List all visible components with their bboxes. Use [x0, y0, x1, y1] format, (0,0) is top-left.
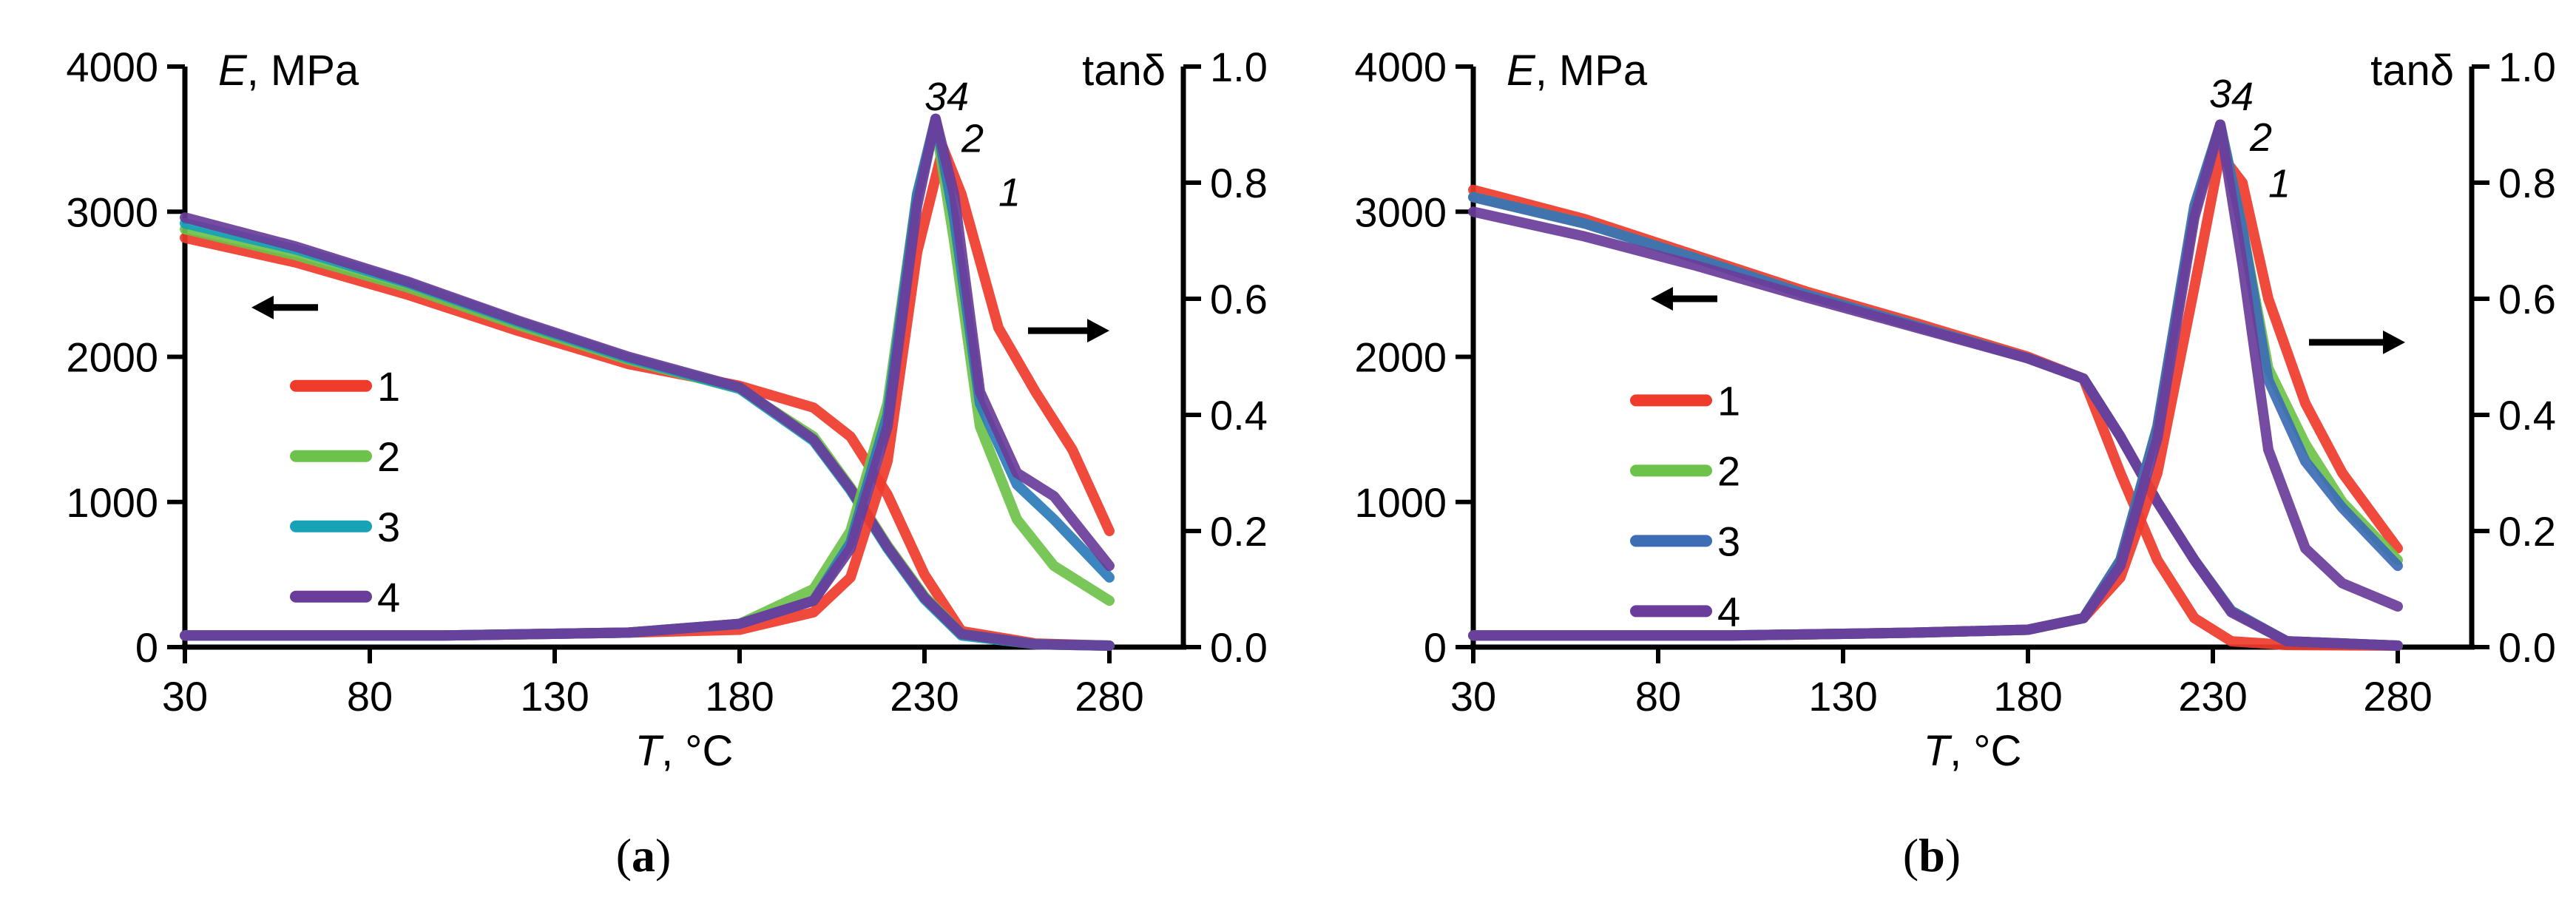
panel-b-caption-label: b [1919, 829, 1945, 882]
chart-1-peak-label-1: 1 [2268, 162, 2291, 206]
chart-0-peak-label-2: 2 [961, 116, 984, 160]
chart-1-arrow-right-head [2383, 330, 2405, 354]
chart-0-tand-series-4 [180, 113, 1115, 641]
chart-b: 0 1000 2000 3000 4000 0.0 0.2 0.4 0.6 0.8 1.0 30 80 1… [1354, 44, 2556, 775]
chart-0-arrow-left [251, 295, 318, 319]
chart-0-modulus-series-4 [180, 212, 1115, 651]
chart-0-ytick-right-label-3: 0.6 [1210, 276, 1268, 322]
chart-1-ytick-left-label-3: 3000 [1354, 189, 1447, 235]
chart-1-xlabel-symbol: T [1924, 727, 1953, 775]
chart-1-ylabel-left-unit: , MPa [1535, 47, 1648, 95]
chart-1-ytick-right-label-5: 1.0 [2498, 44, 2556, 90]
chart-1-legend-label-1: 1 [1717, 377, 1740, 424]
chart-1-xtick-label-5: 280 [2363, 673, 2432, 720]
chart-0-legend-label-4: 4 [377, 574, 400, 620]
chart-0-ylabel-left: E, MPa [218, 47, 359, 95]
panel-a: 0 1000 2000 3000 4000 0.0 0.2 0.4 0.6 0.8 1.0 30 80 1… [66, 44, 1268, 882]
panel-b: 0 1000 2000 3000 4000 0.0 0.2 0.4 0.6 0.8 1.0 30 80 1… [1288, 0, 2576, 920]
chart-1-ytick-left-label-1: 1000 [1354, 479, 1447, 526]
chart-0-ytick-left-label-1: 1000 [66, 479, 158, 526]
chart-1-ytick-right-label-3: 0.6 [2498, 276, 2556, 322]
chart-1-ylabel-right: tanδ [2370, 47, 2454, 95]
chart-1-modulus-series-4 [1468, 206, 2403, 651]
chart-0-ylabel-left-symbol: E [218, 47, 248, 95]
chart-0-arrow-left-head [251, 295, 274, 319]
chart-1-legend-label-4: 4 [1717, 588, 1740, 635]
chart-0-xtick-label-1: 80 [347, 673, 393, 720]
chart-0-xtick-label-4: 230 [890, 673, 959, 720]
chart-0-xtick-label-3: 180 [705, 673, 774, 720]
chart-1-arrow-right [2309, 330, 2405, 354]
chart-1-ylabel-left-symbol: E [1507, 47, 1536, 95]
chart-0-ylabel-right: tanδ [1082, 47, 1166, 95]
chart-1-xtick-label-4: 230 [2178, 673, 2247, 720]
chart-1-ytick-left-label-0: 0 [1424, 624, 1447, 671]
chart-1-ytick-right-label-2: 0.4 [2498, 392, 2556, 439]
chart-0-ytick-left-label-2: 2000 [66, 334, 158, 381]
chart-0-arrow-right [1028, 319, 1109, 343]
chart-0-xtick-label-0: 30 [162, 673, 208, 720]
chart-1-ytick-right-label-0: 0.0 [2498, 624, 2556, 671]
chart-1-xtick-label-0: 30 [1450, 673, 1496, 720]
chart-1-tand-series-4 [1468, 119, 2403, 641]
chart-1-ytick-left-label-4: 4000 [1354, 44, 1447, 90]
chart-1-xlabel: T, °C [1924, 727, 2022, 775]
chart-a: 0 1000 2000 3000 4000 0.0 0.2 0.4 0.6 0.8 1.0 30 80 1… [66, 44, 1268, 775]
chart-1-peak-label-3: 3 [2209, 72, 2231, 116]
chart-0-ytick-right-label-4: 0.8 [1210, 160, 1268, 206]
chart-1-peak-label-4: 4 [2231, 75, 2254, 119]
panel-a-caption: (a) [615, 829, 672, 882]
chart-1-xtick-label-3: 180 [1993, 673, 2062, 720]
chart-0-xlabel-symbol: T [635, 727, 664, 775]
chart-1-arrow-left-head [1651, 287, 1673, 311]
chart-0-arrow-right-head [1087, 319, 1109, 343]
chart-0-peak-label-4: 4 [947, 75, 969, 119]
chart-0-ytick-right-label-5: 1.0 [1210, 44, 1268, 90]
chart-1-xtick-label-1: 80 [1635, 673, 1681, 720]
chart-0-peak-label-1: 1 [998, 170, 1021, 214]
chart-0-ytick-right-label-2: 0.4 [1210, 392, 1268, 439]
chart-1-legend-label-3: 3 [1717, 518, 1740, 564]
chart-0-xlabel: T, °C [635, 727, 734, 775]
chart-1-arrow-left [1651, 287, 1717, 311]
chart-1-xlabel-unit: , °C [1950, 727, 2021, 775]
chart-0-ytick-left-label-3: 3000 [66, 189, 158, 235]
chart-1-ylabel-left: E, MPa [1507, 47, 1648, 95]
chart-0-legend-label-2: 2 [377, 433, 400, 480]
panel-b-caption: (b) [1902, 829, 1961, 882]
panel-a-caption-label: a [632, 829, 655, 882]
chart-1-xtick-label-2: 130 [1808, 673, 1877, 720]
chart-1-ytick-right-label-1: 0.2 [2498, 508, 2556, 555]
chart-0-xlabel-unit: , °C [661, 727, 733, 775]
chart-0-xtick-label-5: 280 [1075, 673, 1143, 720]
chart-0-legend-label-3: 3 [377, 504, 400, 550]
chart-0-ytick-right-label-0: 0.0 [1210, 624, 1268, 671]
chart-0-legend-label-1: 1 [377, 363, 400, 410]
chart-1-legend-label-2: 2 [1717, 447, 1740, 494]
chart-0-ylabel-left-unit: , MPa [247, 47, 359, 95]
chart-1-ytick-right-label-4: 0.8 [2498, 160, 2556, 206]
chart-1-peak-label-2: 2 [2249, 115, 2272, 160]
chart-0-ytick-left-label-0: 0 [135, 624, 158, 671]
chart-0-ytick-left-label-4: 4000 [66, 44, 158, 90]
chart-0-peak-label-3: 3 [924, 75, 947, 119]
chart-0-ytick-right-label-1: 0.2 [1210, 508, 1268, 555]
chart-1-ytick-left-label-2: 2000 [1354, 334, 1447, 381]
chart-0-xtick-label-2: 130 [520, 673, 589, 720]
